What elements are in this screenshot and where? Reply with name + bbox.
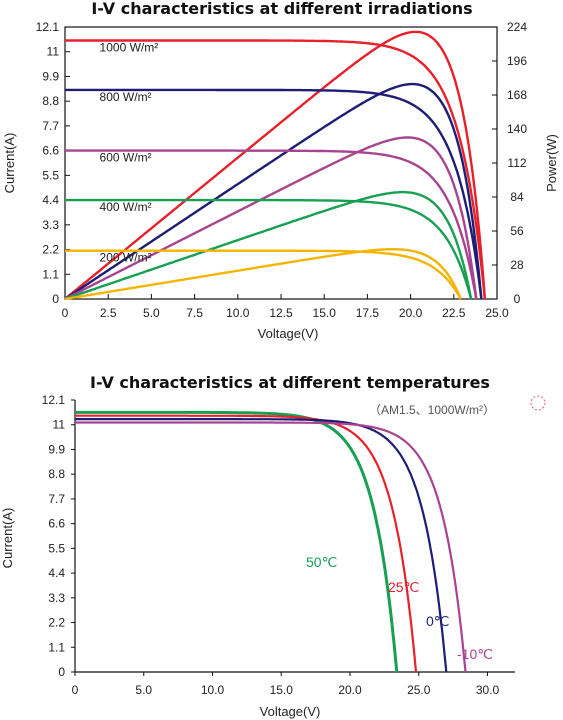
chart2-ytick-label: 11 xyxy=(53,418,66,432)
chart2-ylabel: Current(A) xyxy=(0,508,15,569)
chart1-pv-curve xyxy=(64,190,473,301)
chart2-ytick-label: 4.4 xyxy=(48,566,65,580)
chart1-xtick-label: 2.5 xyxy=(100,306,117,320)
chart1-iv-curve xyxy=(65,198,473,300)
chart2-ytick-label: 2.2 xyxy=(48,616,65,630)
chart2-xlabel: Voltage(V) xyxy=(260,704,321,719)
chart1-ytick-label: 7.7 xyxy=(42,119,59,133)
chart2-iv-curve xyxy=(75,418,448,673)
chart2-iv-curve xyxy=(75,410,399,673)
chart2-ytick-label: 8.8 xyxy=(48,467,65,481)
chart1-series-label: 1000 W/m² xyxy=(100,40,159,54)
chart1-y2tick-label: 28 xyxy=(510,258,524,272)
chart2-xtick-label: 10.0 xyxy=(201,683,225,697)
chart1-y2tick-label: 140 xyxy=(507,122,527,136)
chart1-pv-curve xyxy=(64,136,478,301)
chart1-xtick-label: 7.5 xyxy=(186,306,203,320)
chart1-series-label: 600 W/m² xyxy=(100,151,152,165)
chart2-xtick-label: 0 xyxy=(72,683,79,697)
chart1-xtick-label: 10.0 xyxy=(226,306,250,320)
chart1-y2tick-label: 168 xyxy=(507,88,527,102)
chart1-xtick-label: 5.0 xyxy=(143,306,160,320)
chart1-iv-curve xyxy=(65,149,478,300)
chart1-series-label: 400 W/m² xyxy=(100,200,152,214)
chart2-iv-curve xyxy=(75,414,418,673)
chart2-series-label: 25℃ xyxy=(388,579,419,595)
chart1-ytick-label: 3.3 xyxy=(42,218,59,232)
chart1-ytick-label: 11 xyxy=(47,45,60,59)
chart1-iv-curve xyxy=(65,249,462,300)
chart1-y2tick-label: 224 xyxy=(507,20,527,34)
chart1-ytick-label: 8.8 xyxy=(42,94,59,108)
chart1-iv-curve xyxy=(65,88,483,300)
chart1-y2tick-label: 112 xyxy=(507,156,526,170)
chart2-series-label: 50℃ xyxy=(306,554,337,570)
chart2-ytick-label: 5.5 xyxy=(48,541,65,555)
chart2-xtick-label: 5.0 xyxy=(135,683,152,697)
chart1-xtick-label: 15.0 xyxy=(313,306,337,320)
chart1-series-label: 200 W/m² xyxy=(100,251,152,265)
chart1-xtick-label: 25.0 xyxy=(485,306,509,320)
chart2-ytick-label: 9.9 xyxy=(48,442,65,456)
chart1-xtick-label: 20.0 xyxy=(399,306,423,320)
chart1-title: I-V characteristics at different irradia… xyxy=(91,0,472,18)
decorative-circle-icon xyxy=(530,395,546,411)
chart1-ytick-label: 2.2 xyxy=(42,243,59,257)
chart2-iv-curve xyxy=(75,421,467,673)
chart2-ytick-label: 6.6 xyxy=(48,517,65,531)
chart2-subtitle: （AM1.5、1000W/m²） xyxy=(369,403,495,417)
chart1-xtick-label: 0 xyxy=(62,306,69,320)
chart1-ytick-label: 5.5 xyxy=(42,168,59,182)
chart2-title: I-V characteristics at different tempera… xyxy=(90,373,490,392)
chart1-y2tick-label: 0 xyxy=(514,292,521,306)
chart1-iv-curve xyxy=(65,39,487,300)
chart1-xtick-label: 12.5 xyxy=(269,306,293,320)
chart2-ytick-label: 3.3 xyxy=(48,591,65,605)
chart2-xtick-label: 30.0 xyxy=(476,683,500,697)
chart1-xtick-label: 17.5 xyxy=(356,306,380,320)
chart1-ytick-label: 0 xyxy=(52,292,59,306)
chart1-xlabel: Voltage(V) xyxy=(258,326,319,341)
chart1-ylabel: Current(A) xyxy=(2,133,17,194)
chart2-series-label: 0℃ xyxy=(426,613,450,629)
chart1-pv-curve xyxy=(64,30,487,300)
chart2-ytick-label: 12.1 xyxy=(42,393,66,407)
chart1-series-label: 800 W/m² xyxy=(100,90,152,104)
chart2-series-label: -10℃ xyxy=(457,646,493,662)
chart1-y2label: Power(W) xyxy=(544,134,559,192)
chart1-y2tick-label: 196 xyxy=(507,54,527,68)
chart1-ytick-label: 4.4 xyxy=(42,193,59,207)
chart1-xtick-label: 22.5 xyxy=(442,306,466,320)
chart1-ytick-label: 9.9 xyxy=(42,69,59,83)
chart2-xtick-label: 25.0 xyxy=(407,683,431,697)
chart2-ytick-label: 0 xyxy=(58,665,65,679)
chart1-y2tick-label: 84 xyxy=(510,190,524,204)
chart1-ytick-label: 1.1 xyxy=(42,267,59,281)
chart1-ytick-label: 6.6 xyxy=(42,144,59,158)
chart1-y2tick-label: 56 xyxy=(510,224,524,238)
chart1-pv-curve xyxy=(64,82,483,300)
chart1-pv-curve xyxy=(64,248,462,301)
chart1-ytick-label: 12.1 xyxy=(36,20,60,34)
chart2-xtick-label: 15.0 xyxy=(270,683,294,697)
chart2-ytick-label: 1.1 xyxy=(48,640,65,654)
chart2-ytick-label: 7.7 xyxy=(48,492,65,506)
chart2-xtick-label: 20.0 xyxy=(338,683,362,697)
